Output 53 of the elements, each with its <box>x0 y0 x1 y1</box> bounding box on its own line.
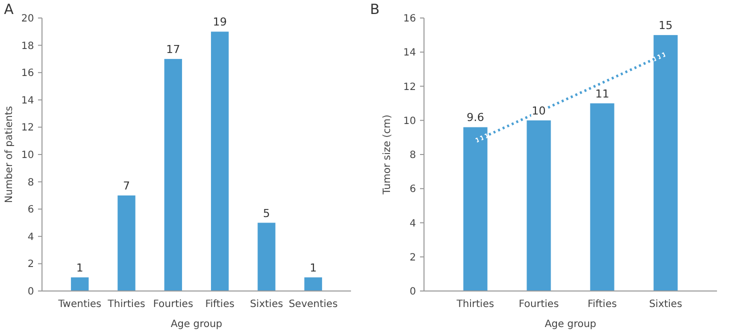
x-axis-title: Age group <box>544 319 596 330</box>
x-tick-label: Fifties <box>588 299 617 310</box>
y-tick-label: 2 <box>28 259 34 270</box>
y-tick-label: 0 <box>410 286 416 298</box>
x-tick-label: Fourties <box>518 299 559 310</box>
y-tick-label: 12 <box>21 122 34 134</box>
bar <box>590 103 614 291</box>
y-tick-label: 14 <box>21 95 34 106</box>
bar <box>304 277 322 291</box>
data-label: 1 <box>76 261 84 274</box>
y-tick-label: 2 <box>410 252 416 264</box>
x-tick-label: Seventies <box>288 299 338 310</box>
y-axis-title: Number of patients <box>4 106 15 203</box>
chart-title: A <box>4 2 14 18</box>
y-tick-label: 10 <box>403 116 416 127</box>
y-tick-label: 20 <box>21 14 34 24</box>
data-label: 19 <box>212 16 227 29</box>
y-tick-label: 16 <box>403 14 416 24</box>
y-tick-label: 10 <box>21 150 34 161</box>
x-tick-label: Sixties <box>250 299 284 310</box>
bar <box>118 195 136 291</box>
x-tick-label: Twenties <box>57 299 102 310</box>
y-tick-label: 6 <box>28 204 34 216</box>
x-tick-label: Thirties <box>456 299 494 310</box>
x-tick-label: Sixties <box>649 299 682 310</box>
bar <box>258 222 276 291</box>
y-tick-label: 0 <box>28 286 34 298</box>
data-label: 7 <box>122 179 130 192</box>
data-label: 17 <box>166 42 180 56</box>
x-tick-label: Fourties <box>153 299 194 310</box>
y-tick-label: 8 <box>28 177 34 188</box>
data-label: 9.6 <box>466 111 484 124</box>
y-tick-label: 8 <box>410 150 416 161</box>
data-label: 1 <box>310 261 317 274</box>
data-label: 11 <box>595 87 610 100</box>
y-axis-title: Tumor size (cm) <box>382 114 393 196</box>
bar <box>210 32 229 291</box>
y-tick-label: 14 <box>403 48 416 59</box>
x-tick-label: Fifties <box>205 299 234 310</box>
bar <box>70 277 89 291</box>
data-label: 15 <box>658 19 673 32</box>
bar <box>526 120 551 291</box>
data-label: 5 <box>263 206 270 220</box>
y-tick-label: 6 <box>410 184 416 196</box>
y-tick-label: 12 <box>403 82 416 93</box>
x-axis-title: Age group <box>170 319 222 330</box>
y-tick-label: 4 <box>410 218 416 230</box>
x-tick-label: Thirties <box>106 299 146 310</box>
y-tick-label: 16 <box>21 68 34 80</box>
y-tick-label: 4 <box>28 232 34 243</box>
chart-title: B <box>370 2 380 18</box>
y-tick-label: 18 <box>21 40 34 52</box>
bar <box>164 58 182 291</box>
